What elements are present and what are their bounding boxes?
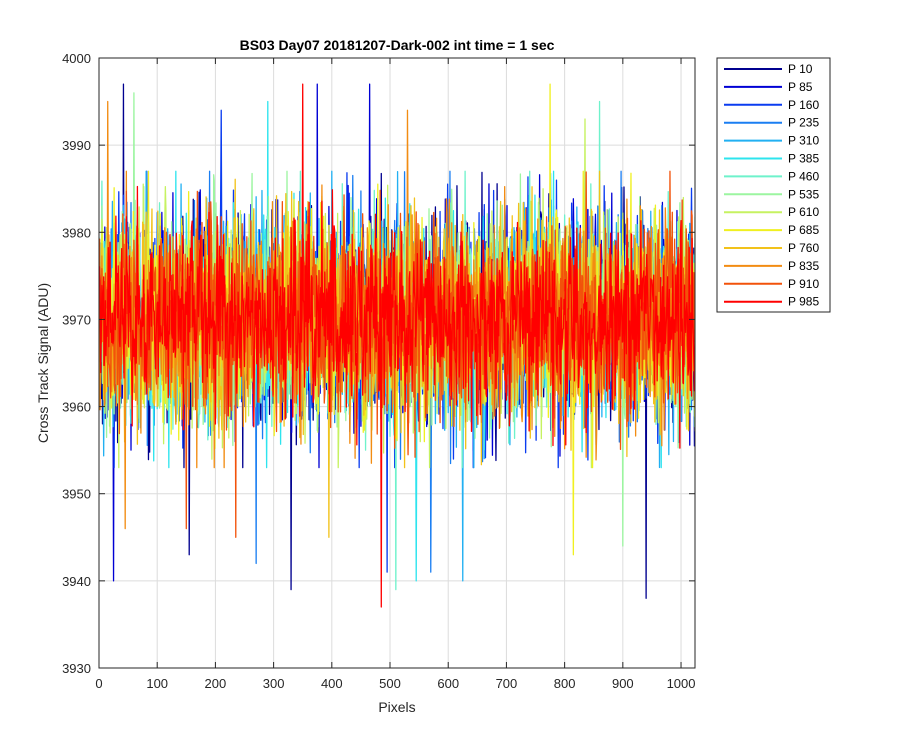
- legend-label: P 685: [788, 223, 819, 237]
- x-tick-label: 500: [379, 676, 401, 691]
- legend-box: [716, 57, 831, 313]
- legend-label: P 460: [788, 169, 819, 183]
- legend-label: P 235: [788, 116, 819, 130]
- x-tick-label: 200: [205, 676, 227, 691]
- y-tick-label: 4000: [62, 51, 91, 66]
- legend-label: P 310: [788, 134, 819, 148]
- series-layer: [99, 83, 695, 608]
- series-line-p985: [99, 83, 695, 608]
- x-tick-label: 100: [146, 676, 168, 691]
- legend-label: P 910: [788, 277, 819, 291]
- y-tick-label: 3990: [62, 138, 91, 153]
- axis-ticks: [98, 57, 695, 669]
- y-tick-label: 3980: [62, 225, 91, 240]
- x-tick-label: 300: [263, 676, 285, 691]
- y-tick-label: 3930: [62, 661, 91, 676]
- y-tick-label: 3940: [62, 574, 91, 589]
- x-tick-label: 600: [437, 676, 459, 691]
- legend: P 10 P 85 P 160 P 235 P 310 P 385 P 460 P 535 P …: [716, 57, 831, 313]
- legend-label: P 10: [788, 62, 813, 76]
- legend-label: P 985: [788, 295, 819, 309]
- x-tick-label: 1000: [667, 676, 696, 691]
- x-tick-label: 900: [612, 676, 634, 691]
- y-axis-title: Cross Track Signal (ADU): [35, 283, 51, 443]
- y-tick-label: 3970: [62, 312, 91, 327]
- legend-label: P 160: [788, 98, 819, 112]
- legend-label: P 535: [788, 187, 819, 201]
- legend-label: P 610: [788, 205, 819, 219]
- x-tick-label: 800: [554, 676, 576, 691]
- legend-label: P 385: [788, 152, 819, 166]
- legend-label: P 85: [788, 80, 813, 94]
- y-tick-label: 3960: [62, 400, 91, 415]
- tick-labels: 0 100 200 300 400 500 600 700 800 900 1000 3930 3940…: [62, 51, 695, 691]
- x-tick-label: 0: [95, 676, 102, 691]
- x-tick-label: 700: [496, 676, 518, 691]
- x-axis-title: Pixels: [378, 699, 415, 715]
- chart-title: BS03 Day07 20181207-Dark-002 int time = …: [240, 37, 555, 53]
- y-tick-label: 3950: [62, 487, 91, 502]
- legend-label: P 760: [788, 241, 819, 255]
- plot-area-frame: [98, 57, 696, 669]
- legend-label: P 835: [788, 259, 819, 273]
- x-tick-label: 400: [321, 676, 343, 691]
